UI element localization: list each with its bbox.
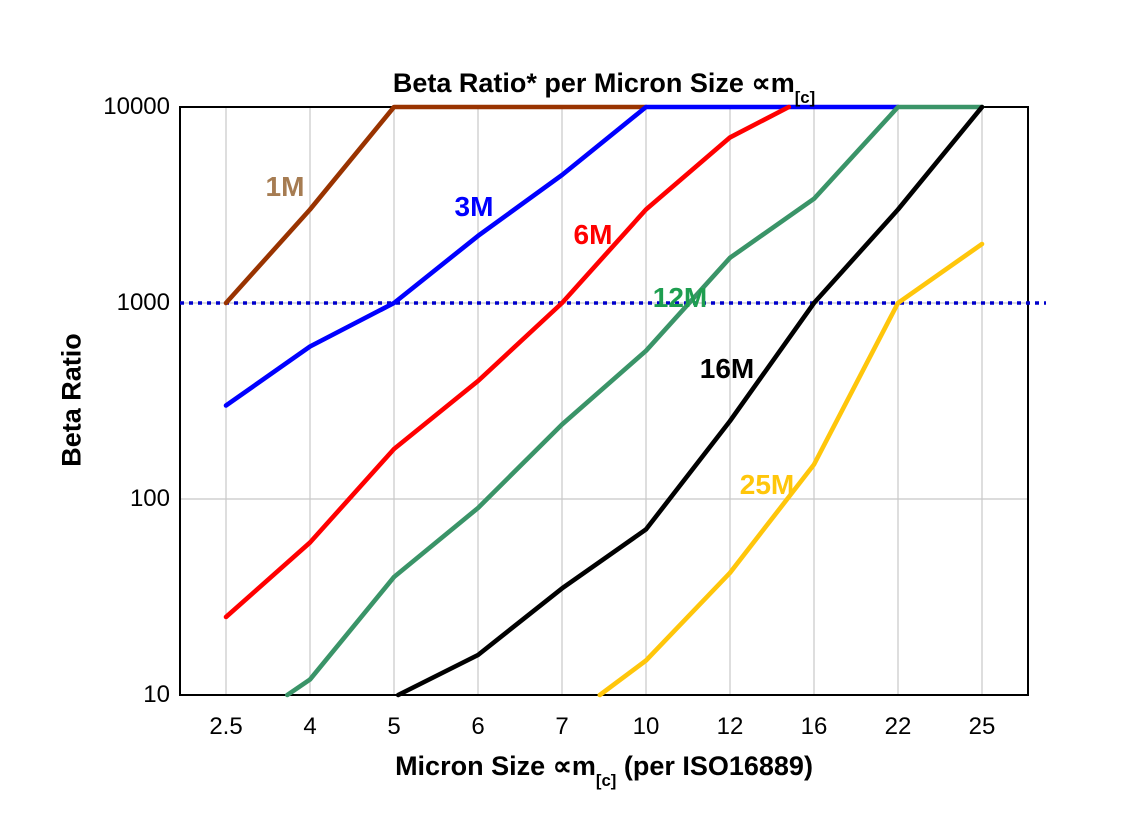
series-label-16M: 16M: [699, 353, 755, 384]
x-tick-2.5: 2.5: [209, 713, 243, 740]
x-tick-7: 7: [555, 713, 569, 740]
series-line-25M: [597, 241, 985, 698]
series-label-1M: 1M: [265, 171, 305, 202]
series-line-6M: [223, 104, 792, 620]
x-tick-5: 5: [387, 713, 401, 740]
x-tick-4: 4: [303, 713, 317, 740]
series-label-3M: 3M: [454, 191, 494, 222]
chart-title-text: Beta Ratio* per Micron Size ∝m: [392, 68, 795, 98]
y-tick-1000: 1000: [116, 289, 170, 316]
series-line-3M: [223, 104, 901, 408]
x-tick-10: 10: [632, 713, 660, 740]
x-tick-22: 22: [884, 713, 912, 740]
series-line-16M: [395, 104, 985, 698]
series-label-12M: 12M: [652, 282, 708, 313]
x-tick-12: 12: [716, 713, 744, 740]
x-axis-title-text: Micron Size ∝m: [395, 751, 596, 781]
y-tick-100: 100: [129, 485, 170, 512]
x-axis-title: Micron Size ∝m[c] (per ISO16889): [395, 751, 813, 788]
chart-title-subscript: [c]: [794, 87, 816, 107]
x-tick-6: 6: [471, 713, 485, 740]
x-axis-title-suffix: (per ISO16889): [616, 751, 813, 781]
plot-frame: [179, 106, 1029, 696]
chart-title: Beta Ratio* per Micron Size ∝m[c]: [392, 68, 815, 105]
series-line-1M: [223, 104, 649, 306]
x-axis-title-subscript: [c]: [595, 770, 617, 790]
y-tick-10000: 10000: [103, 93, 170, 120]
series-line-12M: [284, 104, 985, 698]
x-tick-16: 16: [800, 713, 828, 740]
series-label-25M: 25M: [739, 469, 795, 500]
x-tick-25: 25: [968, 713, 996, 740]
series-label-6M: 6M: [573, 219, 613, 250]
y-tick-10: 10: [143, 681, 170, 708]
y-axis-title: Beta Ratio: [56, 333, 87, 467]
